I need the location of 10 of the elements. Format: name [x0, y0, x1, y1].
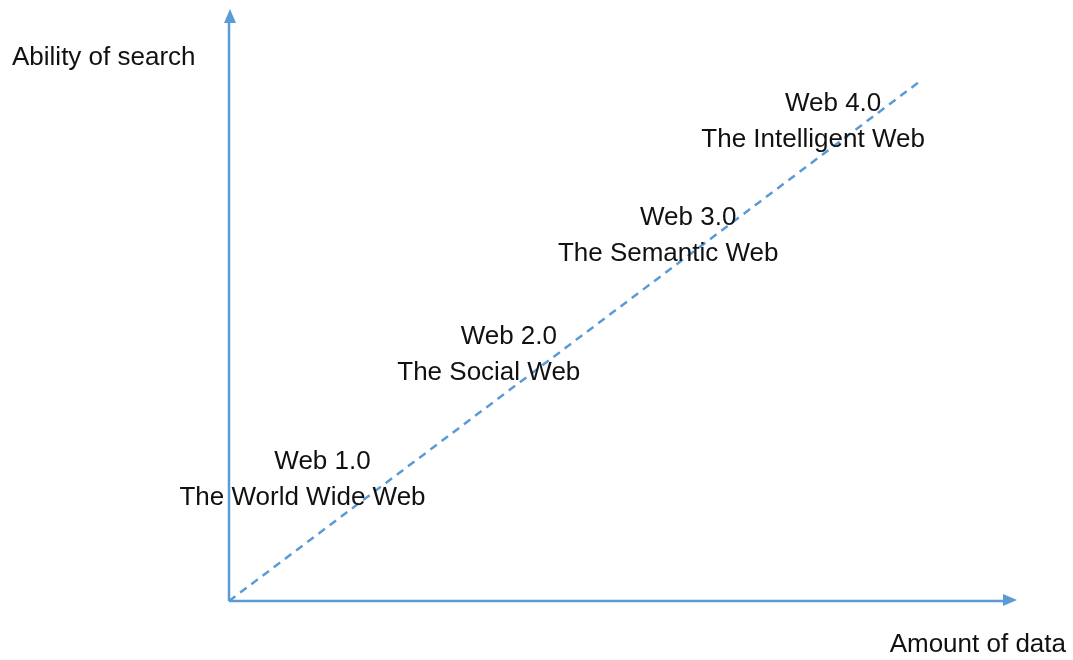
annotation: Web 2.0 — [460, 320, 557, 351]
annotation: Web 4.0 — [784, 86, 882, 117]
annotation: Web 3.0 — [640, 200, 737, 231]
x-axis-title: Amount of data — [889, 628, 1067, 659]
annotation: The World Wide Web — [179, 480, 426, 511]
annotation: The Social Web — [397, 356, 581, 387]
annotation: The Semantic Web — [557, 236, 779, 267]
y-axis-title: Ability of search — [12, 41, 196, 72]
annotation: Web 1.0 — [274, 444, 371, 475]
annotation: The Intelligent Web — [701, 122, 925, 153]
